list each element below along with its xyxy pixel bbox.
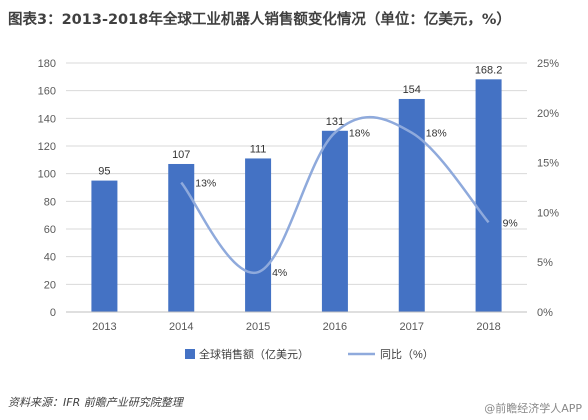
x-tick-label: 2016 bbox=[323, 321, 347, 333]
y-right-tick-label: 0% bbox=[537, 307, 553, 319]
legend-label-bar: 全球销售额（亿美元） bbox=[199, 347, 309, 361]
y-left-tick-label: 140 bbox=[38, 113, 56, 125]
y-right-tick-label: 25% bbox=[537, 58, 559, 70]
axes: 0 20 40 60 80 100 120 140 160 180 0% 5% 10% 15% 20% 25%… bbox=[38, 58, 560, 333]
legend-swatch-bar bbox=[185, 349, 195, 359]
source-note: 资料来源：IFR 前瞻产业研究院整理 bbox=[8, 396, 183, 409]
line-value-label: 9% bbox=[503, 217, 518, 229]
bar bbox=[321, 130, 348, 312]
y-left-tick-label: 160 bbox=[38, 86, 56, 98]
y-left-tick-label: 60 bbox=[44, 224, 56, 236]
y-left-tick-label: 120 bbox=[38, 141, 56, 153]
corner-watermark: @前瞻经济学人APP bbox=[484, 402, 582, 415]
legend: 全球销售额（亿美元） 同比（%） bbox=[185, 347, 434, 361]
y-right-tick-label: 5% bbox=[537, 257, 553, 269]
y-left-tick-label: 80 bbox=[44, 196, 56, 208]
line-value-label: 18% bbox=[426, 128, 447, 140]
x-tick-label: 2018 bbox=[476, 321, 500, 333]
x-tick-label: 2013 bbox=[92, 321, 116, 333]
x-tick-label: 2015 bbox=[246, 321, 270, 333]
y-right-tick-label: 10% bbox=[537, 207, 559, 219]
bar-value-label: 168.2 bbox=[475, 64, 503, 76]
bar-value-label: 131 bbox=[326, 116, 344, 128]
bar bbox=[475, 79, 502, 312]
x-tick-label: 2017 bbox=[400, 321, 424, 333]
y-right-tick-label: 15% bbox=[537, 158, 559, 170]
legend-label-line: 同比（%） bbox=[380, 348, 434, 361]
bar-value-label: 111 bbox=[250, 143, 267, 155]
bar-value-label: 95 bbox=[98, 166, 110, 178]
data-labels: 95 107 111 131 154 168.2 13% 4% 18% 18% 9% bbox=[98, 64, 517, 279]
bar-value-label: 154 bbox=[403, 84, 421, 96]
line-value-label: 4% bbox=[272, 267, 287, 279]
yoy-line bbox=[180, 115, 490, 274]
grid-lines bbox=[66, 62, 527, 313]
bar-value-label: 107 bbox=[172, 149, 190, 161]
y-left-tick-label: 100 bbox=[38, 169, 56, 181]
bar-series bbox=[91, 79, 502, 312]
bar bbox=[398, 98, 425, 312]
y-right-tick-label: 20% bbox=[537, 108, 559, 120]
line-series bbox=[180, 115, 490, 274]
line-value-label: 13% bbox=[195, 178, 216, 190]
bar bbox=[168, 163, 195, 312]
y-left-tick-label: 40 bbox=[44, 252, 56, 264]
x-tick-label: 2014 bbox=[169, 321, 193, 333]
chart-title: 图表3：2013-2018年全球工业机器人销售额变化情况（单位：亿美元，%） bbox=[8, 12, 511, 28]
y-left-tick-label: 0 bbox=[50, 307, 56, 319]
line-value-label: 18% bbox=[349, 128, 370, 140]
bar bbox=[245, 158, 272, 312]
bar bbox=[91, 180, 118, 312]
y-left-tick-label: 20 bbox=[44, 279, 56, 291]
y-left-tick-label: 180 bbox=[38, 58, 56, 70]
